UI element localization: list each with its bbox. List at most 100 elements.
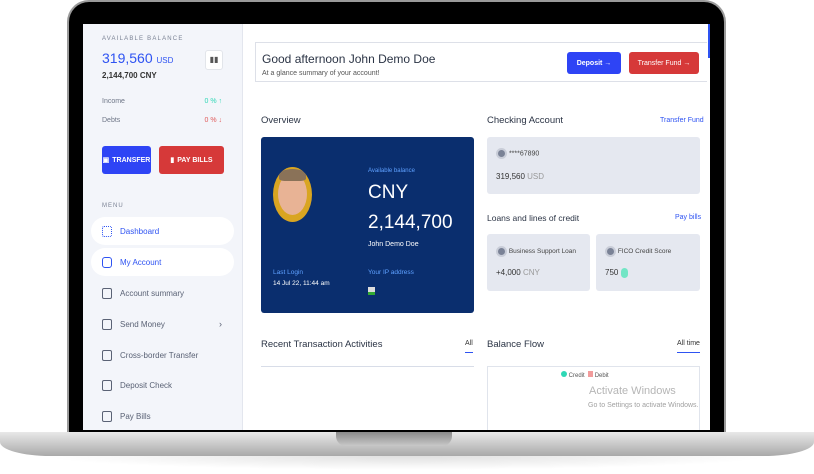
bill-icon <box>102 410 112 422</box>
score-indicator <box>620 268 628 278</box>
laptop-shadow <box>40 456 774 470</box>
checking-balance: 319,560 USD <box>496 172 544 181</box>
fico-label-row: FICO Credit Score <box>605 246 671 257</box>
last-login-value: 14 Jul 22, 11:44 am <box>273 280 330 287</box>
balance-flow-title: Balance Flow <box>487 339 545 350</box>
transfer-button[interactable]: ▣ TRANSFER <box>102 146 151 174</box>
chart-icon[interactable]: ▮▮ <box>205 50 223 70</box>
recent-transactions-title: Recent Transaction Activities <box>261 339 383 350</box>
fico-score-card[interactable]: FICO Credit Score 750 <box>596 234 700 291</box>
balance-usd: 319,560 USD <box>102 50 173 66</box>
user-icon <box>102 256 112 268</box>
income-row: Income 0 % ↑ <box>102 98 222 105</box>
loan-label-row: Business Support Loan <box>496 246 576 257</box>
sidebar-item-pay-bills[interactable]: Pay Bills <box>91 402 234 430</box>
fico-label: FICO Credit Score <box>617 248 672 256</box>
grid-icon <box>102 225 112 237</box>
account-number: ****67890 <box>508 150 540 158</box>
fico-value: 750 <box>605 268 619 278</box>
transfer-fund-link[interactable]: Transfer Fund <box>660 117 704 124</box>
debts-value: 0 % ↓ <box>204 117 222 124</box>
income-label: Income <box>102 98 125 105</box>
sidebar-item-label: Send Money <box>120 319 165 329</box>
loan-amount: +4,000 <box>496 268 521 277</box>
account-number-row: ****67890 <box>496 148 539 159</box>
greeting-panel: Good afternoon John Demo Doe At a glance… <box>255 42 707 82</box>
debts-row: Debts 0 % ↓ <box>102 117 222 124</box>
loans-title: Loans and lines of credit <box>487 213 580 223</box>
loan-label: Business Support Loan <box>508 248 577 256</box>
balance-cny: 2,144,700 CNY <box>102 71 157 80</box>
sidebar-item-label: Cross-border Transfer <box>120 350 199 360</box>
checking-amount: 319,560 <box>496 172 525 181</box>
pay-bills-button[interactable]: ▮ PAY BILLS <box>159 146 224 174</box>
scrollbar[interactable] <box>708 24 710 58</box>
menu-label: MENU <box>102 203 124 209</box>
legend-debit: Debit <box>594 373 609 379</box>
debit-swatch <box>588 371 594 377</box>
pay-bills-link[interactable]: Pay bills <box>675 214 702 221</box>
transfer-icon: ▣ <box>102 157 110 164</box>
account-holder-name: John Demo Doe <box>368 241 419 248</box>
balance-value: 319,560 <box>102 50 153 66</box>
debts-label: Debts <box>102 117 121 124</box>
overview-title: Overview <box>261 115 301 126</box>
score-icon <box>605 246 616 257</box>
chart-legend: Credit Debit <box>561 371 609 379</box>
sidebar-item-deposit-check[interactable]: Deposit Check <box>91 371 234 399</box>
last-login-label: Last Login <box>273 269 303 276</box>
checking-account-title: Checking Account <box>487 115 564 126</box>
check-icon <box>102 379 112 391</box>
sidebar: AVAILABLE BALANCE 319,560 USD ▮▮ 2,144,7… <box>83 24 243 430</box>
credit-swatch <box>561 371 567 377</box>
greeting-title: Good afternoon John Demo Doe <box>262 52 436 66</box>
sidebar-item-dashboard[interactable]: Dashboard <box>91 217 234 245</box>
ip-address-label: Your IP address <box>368 269 414 276</box>
available-balance-label: AVAILABLE BALANCE <box>102 36 184 42</box>
sidebar-item-label: Deposit Check <box>120 380 173 390</box>
loan-icon <box>496 246 507 257</box>
balance-flow-chart: Credit Debit Activate Windows Go to Sett… <box>487 366 700 430</box>
sidebar-item-send-money[interactable]: Send Money › <box>91 310 234 338</box>
business-loan-card[interactable]: Business Support Loan +4,000 CNY <box>487 234 590 291</box>
sidebar-item-label: Pay Bills <box>120 411 151 421</box>
legend-credit: Credit <box>568 373 585 379</box>
checking-currency: USD <box>527 172 545 181</box>
avatar <box>273 167 312 222</box>
screen: AVAILABLE BALANCE 319,560 USD ▮▮ 2,144,7… <box>83 24 710 430</box>
laptop-notch <box>336 432 452 446</box>
sidebar-item-label: Account summary <box>120 288 185 298</box>
sidebar-item-label: Dashboard <box>120 226 160 236</box>
sidebar-item-cross-border-transfer[interactable]: Cross-border Transfer <box>91 341 234 369</box>
transactions-filter-all[interactable]: All <box>465 340 473 353</box>
fico-value-row: 750 <box>605 268 628 278</box>
watermark-title: Activate Windows <box>589 385 676 397</box>
income-value: 0 % ↑ <box>204 98 222 105</box>
overview-card: Available balance CNY 2,144,700 John Dem… <box>261 137 474 313</box>
balance-currency: USD <box>156 56 174 65</box>
loan-amount-row: +4,000 CNY <box>496 268 540 277</box>
loan-currency: CNY <box>522 268 540 277</box>
divider <box>261 366 474 367</box>
transfer-label: TRANSFER <box>112 156 151 164</box>
sidebar-item-account-summary[interactable]: Account summary <box>91 279 234 307</box>
send-icon <box>102 318 112 330</box>
watermark-subtitle: Go to Settings to activate Windows. <box>588 402 699 409</box>
main-content: Good afternoon John Demo Doe At a glance… <box>243 24 710 430</box>
broken-image-icon <box>368 287 375 295</box>
sidebar-item-my-account[interactable]: My Account <box>91 248 234 276</box>
document-icon <box>102 287 112 299</box>
transfer-icon <box>102 349 112 361</box>
bank-icon <box>496 148 507 159</box>
balance-amount: 2,144,700 <box>368 212 453 233</box>
checking-account-card[interactable]: ****67890 319,560 USD <box>487 137 700 194</box>
pay-bills-label: PAY BILLS <box>177 156 213 164</box>
deposit-button[interactable]: Deposit → <box>567 52 621 74</box>
bill-icon: ▮ <box>170 157 175 164</box>
greeting-subtitle: At a glance summary of your account! <box>262 70 380 77</box>
balance-flow-filter[interactable]: All time <box>677 340 700 353</box>
transfer-fund-button[interactable]: Transfer Fund → <box>629 52 699 74</box>
available-balance-label: Available balance <box>368 168 415 174</box>
sidebar-item-label: My Account <box>120 257 162 267</box>
chevron-right-icon: › <box>219 319 222 329</box>
